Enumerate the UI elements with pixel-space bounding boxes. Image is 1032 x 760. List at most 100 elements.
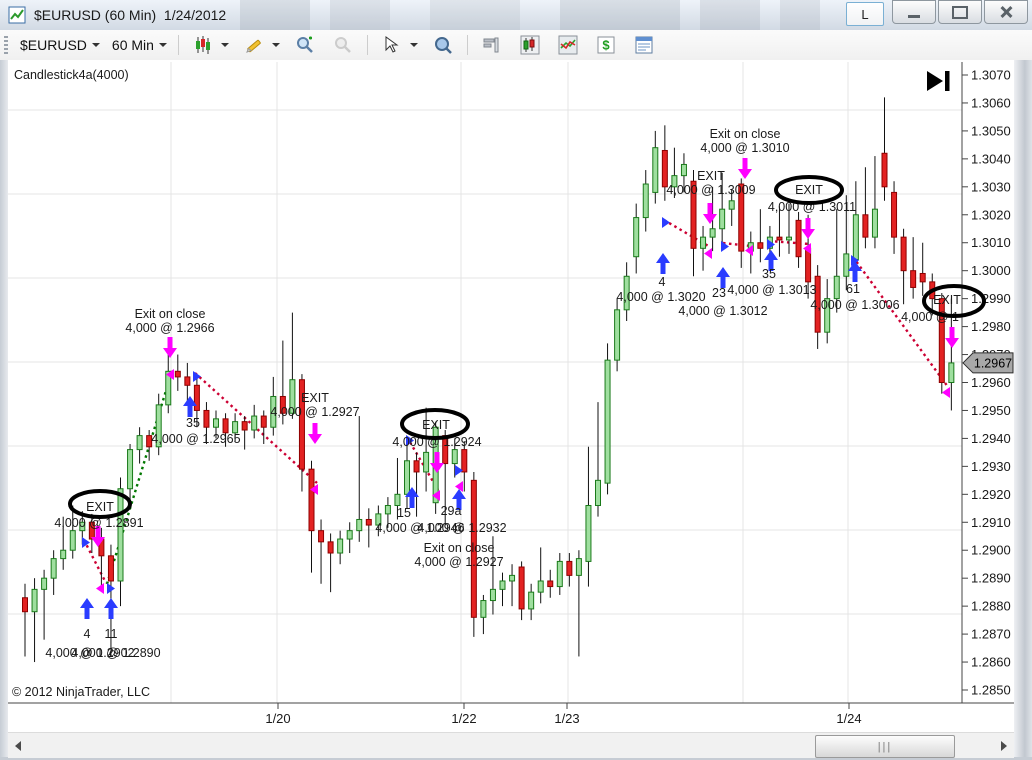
interval-label: 60 Min <box>111 37 154 53</box>
titlebar-glass-artifact <box>560 0 680 30</box>
entry-up-arrow-icon <box>656 253 670 274</box>
highlight-ellipse <box>68 489 132 519</box>
interval-selector[interactable]: 60 Min <box>106 34 173 56</box>
scrollbar-thumb[interactable]: ||| <box>815 735 955 758</box>
trade-annotation-label: 4,000 @ 1.2890 <box>71 646 160 660</box>
entry-up-arrow-icon <box>452 489 466 510</box>
candle-body <box>107 555 114 582</box>
y-tick-label: 1.2870 <box>971 627 1011 642</box>
indicators-button[interactable] <box>473 32 511 58</box>
y-tick-label: 1.3030 <box>971 179 1011 194</box>
zoom-out-button[interactable] <box>324 32 362 58</box>
scroll-right-button[interactable] <box>996 737 1012 754</box>
candle-body <box>537 580 544 593</box>
exit-triangle-icon <box>745 245 753 256</box>
exit-down-arrow-icon <box>945 327 959 348</box>
chart-properties-icon <box>635 36 653 54</box>
zoom-out-icon <box>334 37 351 53</box>
play-to-end-icon <box>927 71 943 91</box>
candle-body <box>69 530 76 551</box>
candle-body <box>776 236 783 241</box>
candle-body <box>585 505 592 562</box>
play-to-end-icon <box>945 71 950 91</box>
exit-down-arrow-icon <box>703 203 717 224</box>
candle-body <box>480 600 487 618</box>
chevron-down-icon <box>271 43 280 47</box>
entry-triangle-icon <box>406 435 414 446</box>
dotted-trade-line <box>852 256 949 388</box>
exit-down-arrow-icon <box>308 423 322 444</box>
candle-body <box>404 460 410 495</box>
y-tick-label: 1.3010 <box>971 235 1011 250</box>
chevron-down-icon <box>158 43 167 47</box>
link-window-button[interactable]: L <box>846 2 884 26</box>
candle-body <box>843 253 850 277</box>
toolbar-grip[interactable] <box>4 36 8 54</box>
y-tick-label: 1.2930 <box>971 459 1011 474</box>
candle-body <box>346 530 353 540</box>
trade-annotation-label: EXIT <box>795 183 823 197</box>
properties-button[interactable] <box>625 32 663 58</box>
candle-body <box>356 518 363 532</box>
candle-body <box>22 597 28 613</box>
zoom-in-button[interactable] <box>286 32 324 58</box>
data-box-button[interactable] <box>424 32 462 58</box>
pencil-icon <box>246 39 261 53</box>
trade-annotation-label: 4,000 @ 1.3020 <box>616 290 705 304</box>
y-tick-label: 1.2940 <box>971 431 1011 446</box>
chart-canvas[interactable] <box>8 60 1014 757</box>
account-data-button[interactable]: $ <box>587 32 625 58</box>
y-tick-label: 1.2900 <box>971 543 1011 558</box>
scroll-left-button[interactable] <box>10 737 26 754</box>
candle-body <box>738 183 745 252</box>
candle-body <box>213 418 219 428</box>
line-chart-button[interactable] <box>549 32 587 58</box>
candle-body <box>127 449 134 490</box>
trade-annotation-label: 35 <box>186 416 200 430</box>
instrument-selector[interactable]: $EURUSD <box>14 34 106 56</box>
indicators-list-icon <box>483 37 499 53</box>
candle-body <box>241 421 248 431</box>
close-button[interactable] <box>984 0 1028 24</box>
trade-annotation-label: 4,000 @ 1.3013 <box>727 283 816 297</box>
candle-body <box>891 191 898 238</box>
link-window-label: L <box>861 6 869 22</box>
exit-triangle-icon <box>455 481 463 492</box>
candle-body <box>671 175 678 188</box>
titlebar-glass-artifact <box>430 0 520 30</box>
candle-body <box>518 566 525 610</box>
go-to-last-bar-button[interactable] <box>927 71 950 91</box>
title-bar: $EURUSD (60 Min) 1/24/2012 L <box>0 0 1032 31</box>
candle-body <box>289 379 296 414</box>
x-tick-label: 1/24 <box>836 711 861 726</box>
y-tick-label: 1.2910 <box>971 515 1011 530</box>
candle-body <box>757 242 764 249</box>
price-tag-value: 1.2967 <box>974 356 1012 370</box>
dollar-icon: $ <box>597 36 615 54</box>
candle-body <box>394 493 401 506</box>
chart-toolbar: $EURUSD 60 Min <box>0 30 1032 61</box>
candle-body <box>451 449 458 465</box>
entry-triangle-icon <box>662 217 670 228</box>
minimize-button[interactable] <box>892 0 936 24</box>
cursor-tool-button[interactable] <box>373 32 424 58</box>
candle-body <box>604 359 611 484</box>
highlight-ellipse <box>922 284 986 318</box>
candle-body <box>719 208 726 230</box>
exit-triangle-icon <box>166 369 174 380</box>
horizontal-scrollbar[interactable]: ||| <box>8 732 1014 758</box>
triangle-left-icon <box>15 740 21 751</box>
y-tick-label: 1.2950 <box>971 403 1011 418</box>
trade-annotation-label: 15 <box>397 506 411 520</box>
dotted-trade-line <box>82 539 108 584</box>
maximize-button[interactable] <box>938 0 982 24</box>
trade-annotations: Exit on close 4,000 @ 1.2966 35 4,000 @ 1.2… <box>45 127 961 660</box>
candle-body <box>375 513 382 526</box>
app-chart-icon <box>8 6 26 24</box>
chart-style-button[interactable] <box>184 32 235 58</box>
drawing-tools-button[interactable] <box>235 32 286 58</box>
trade-markers <box>80 158 959 619</box>
chart-type-button[interactable] <box>511 32 549 58</box>
entry-up-arrow-icon <box>716 267 730 288</box>
highlight-ellipses <box>68 175 986 519</box>
